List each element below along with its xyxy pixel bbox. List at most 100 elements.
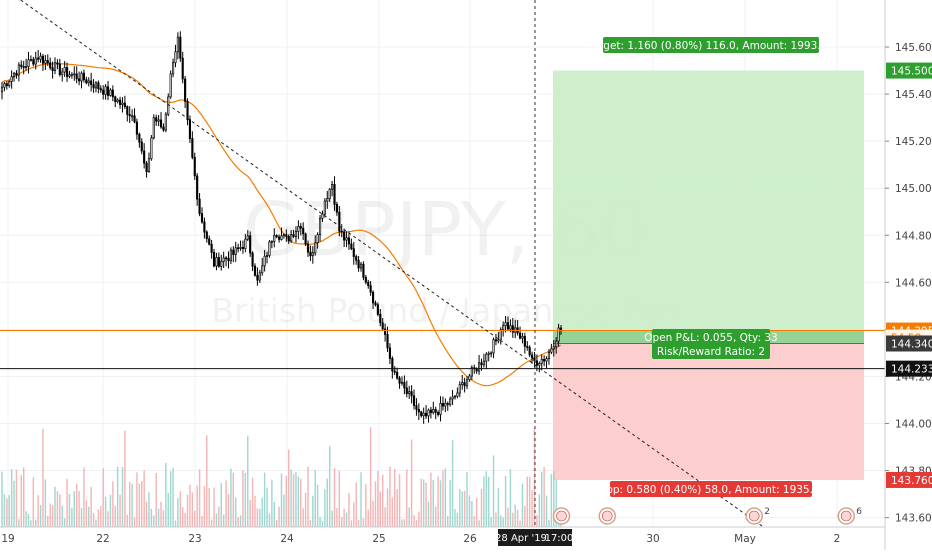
volume-bar (442, 470, 444, 527)
candle-body (282, 234, 285, 237)
candle-body (78, 78, 81, 82)
volume-bar (119, 494, 121, 527)
volume-bar (27, 514, 30, 527)
price-axis[interactable]: 143.600143.800144.000144.200144.400144.6… (884, 0, 932, 550)
volume-bar (157, 508, 160, 527)
x-tick-label: 2 (834, 533, 841, 545)
candle-body (415, 405, 418, 410)
volume-bar (449, 480, 451, 527)
volume-bar (495, 512, 497, 527)
candle-body (306, 243, 310, 253)
volume-bar (507, 507, 509, 527)
volume-bar (512, 512, 514, 527)
candle-body (5, 83, 8, 86)
candle-body (362, 263, 365, 278)
candle-body (557, 327, 560, 342)
volume-bar (95, 519, 97, 527)
volume-bar (230, 468, 232, 527)
volume-bar (528, 476, 531, 527)
volume-bar (369, 427, 372, 527)
volume-bar (319, 516, 321, 527)
volume-bar (8, 495, 10, 527)
candle-body (396, 371, 399, 379)
volume-bar (398, 474, 401, 527)
candle-body (94, 82, 98, 89)
price-badge (886, 62, 932, 79)
candle-body (410, 391, 413, 397)
candle-body (3, 83, 6, 88)
volume-bar (244, 473, 247, 527)
candle-body (51, 67, 54, 71)
candle-body (256, 275, 259, 281)
candle-body (386, 334, 389, 349)
candle-body (44, 60, 47, 64)
candle-body (155, 117, 158, 122)
candle-body (99, 88, 102, 91)
cursor-date-label: 28 Apr '19 (495, 533, 547, 544)
volume-bar (75, 483, 78, 527)
candle-body (53, 62, 57, 71)
candle-body (323, 200, 326, 215)
volume-bar (283, 494, 285, 527)
volume-bar (533, 428, 536, 527)
volume-bar (242, 470, 244, 527)
volume-bar (432, 479, 435, 527)
volume-bar (268, 513, 271, 527)
candle-body (487, 352, 490, 355)
volume-bar (519, 520, 521, 527)
candle-body (393, 370, 396, 373)
volume-bar (172, 467, 174, 527)
volume-bar (196, 485, 198, 527)
candle-body (352, 248, 355, 257)
candle-body (555, 340, 558, 348)
candle-body (439, 403, 442, 415)
candle-body (367, 281, 370, 286)
volume-bar (114, 505, 116, 527)
volume-bar (150, 508, 153, 527)
candle-body (114, 96, 117, 102)
volume-bar (141, 481, 143, 527)
volume-bar (256, 508, 259, 527)
y-tick-label: 143.600 (895, 513, 932, 525)
volume-bar (444, 468, 447, 527)
stop-zone (553, 343, 864, 480)
candle-body (212, 252, 216, 267)
volume-bar (1, 471, 3, 527)
candle-body (222, 257, 225, 262)
volume-bar (466, 472, 468, 527)
event-count: 2 (764, 507, 770, 517)
candle-body (210, 243, 213, 253)
candle-body (302, 227, 305, 235)
volume-bar (353, 502, 355, 527)
volume-bar (538, 494, 541, 527)
volume-bar (526, 476, 528, 527)
candle-body (347, 237, 351, 245)
candle-body (376, 304, 379, 315)
volume-bar (174, 520, 177, 527)
x-tick-label: 22 (96, 533, 109, 545)
pnl-label-text: Risk/Reward Ratio: 2 (657, 346, 765, 358)
candle-body (478, 362, 481, 372)
volume-bar (25, 511, 27, 527)
volume-bar (381, 474, 384, 527)
candle-body (193, 156, 196, 177)
candle-body (506, 322, 510, 330)
candle-body (37, 57, 40, 60)
candle-body (205, 231, 208, 240)
y-tick-label: 145.400 (895, 89, 932, 101)
volume-bar (259, 508, 261, 527)
candle-body (371, 291, 375, 304)
volume-bar (213, 487, 215, 527)
candle-body (27, 59, 30, 67)
candle-body (261, 265, 264, 274)
target-zone (553, 70, 864, 344)
volume-bar (555, 479, 557, 527)
volume-bar (227, 493, 230, 527)
candle-body (22, 66, 25, 68)
candle-body (509, 325, 512, 330)
candle-body (152, 117, 155, 139)
candle-body (87, 80, 90, 84)
